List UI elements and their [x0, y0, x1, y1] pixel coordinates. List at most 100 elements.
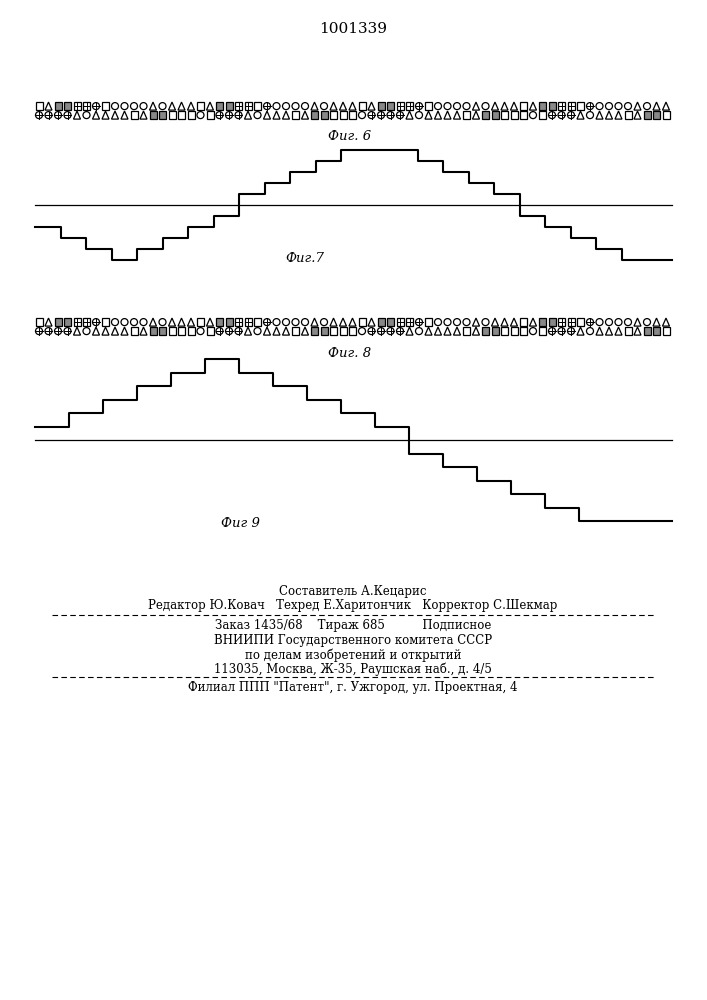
Bar — [311, 111, 318, 119]
Bar — [83, 102, 90, 110]
Text: Фиг 9: Фиг 9 — [221, 517, 259, 530]
Bar — [54, 318, 62, 326]
Bar — [349, 111, 356, 119]
Bar — [501, 111, 508, 119]
Bar — [216, 318, 223, 326]
Bar — [558, 318, 565, 326]
Bar — [187, 327, 194, 335]
Bar — [643, 327, 650, 335]
Text: Составитель А.Кецарис: Составитель А.Кецарис — [279, 585, 427, 598]
Text: 1001339: 1001339 — [319, 22, 387, 36]
Bar — [558, 102, 565, 110]
Bar — [520, 102, 527, 110]
Bar — [397, 102, 404, 110]
Bar — [339, 327, 346, 335]
Bar — [425, 318, 432, 326]
Bar — [292, 327, 299, 335]
Bar — [64, 102, 71, 110]
Bar — [425, 102, 432, 110]
Bar — [577, 318, 584, 326]
Bar — [35, 318, 42, 326]
Bar — [482, 111, 489, 119]
Bar — [568, 102, 575, 110]
Bar — [102, 102, 109, 110]
Bar — [406, 102, 413, 110]
Text: 113035, Москва, Ж-35, Раушская наб., д. 4/5: 113035, Москва, Ж-35, Раушская наб., д. … — [214, 663, 492, 676]
Bar — [510, 327, 518, 335]
Bar — [358, 318, 366, 326]
Bar — [349, 327, 356, 335]
Bar — [624, 327, 631, 335]
Bar — [320, 111, 327, 119]
Bar — [491, 111, 498, 119]
Bar — [653, 327, 660, 335]
Bar — [131, 111, 137, 119]
Bar — [254, 318, 261, 326]
Bar — [74, 318, 81, 326]
Bar — [178, 327, 185, 335]
Text: по делам изобретений и открытий: по делам изобретений и открытий — [245, 648, 461, 662]
Bar — [463, 111, 470, 119]
Bar — [206, 111, 214, 119]
Bar — [397, 318, 404, 326]
Bar — [197, 102, 204, 110]
Bar — [102, 318, 109, 326]
Bar — [577, 102, 584, 110]
Bar — [178, 111, 185, 119]
Bar — [245, 318, 252, 326]
Bar — [501, 327, 508, 335]
Text: Фиг. 8: Фиг. 8 — [329, 347, 372, 360]
Bar — [358, 102, 366, 110]
Bar — [539, 327, 546, 335]
Text: Фиг. 6: Фиг. 6 — [329, 130, 372, 143]
Bar — [643, 111, 650, 119]
Bar — [168, 327, 175, 335]
Text: Фиг.7: Фиг.7 — [286, 252, 325, 265]
Bar — [245, 102, 252, 110]
Bar — [653, 111, 660, 119]
Bar — [406, 318, 413, 326]
Bar — [159, 327, 166, 335]
Bar — [187, 111, 194, 119]
Bar — [463, 327, 470, 335]
Bar — [74, 102, 81, 110]
Bar — [83, 318, 90, 326]
Text: Заказ 1435/68    Тираж 685          Подписное: Заказ 1435/68 Тираж 685 Подписное — [215, 619, 491, 632]
Bar — [568, 318, 575, 326]
Bar — [292, 111, 299, 119]
Bar — [311, 327, 318, 335]
Bar — [387, 102, 394, 110]
Bar — [131, 327, 137, 335]
Bar — [159, 111, 166, 119]
Bar — [662, 327, 670, 335]
Text: ВНИИПИ Государственного комитета СССР: ВНИИПИ Государственного комитета СССР — [214, 634, 492, 647]
Bar — [482, 327, 489, 335]
Bar — [64, 318, 71, 326]
Bar — [235, 318, 242, 326]
Bar — [168, 111, 175, 119]
Bar — [197, 318, 204, 326]
Bar — [662, 111, 670, 119]
Bar — [54, 102, 62, 110]
Bar — [539, 111, 546, 119]
Bar — [510, 111, 518, 119]
Bar — [226, 318, 233, 326]
Bar — [624, 111, 631, 119]
Bar — [226, 102, 233, 110]
Bar — [206, 327, 214, 335]
Bar — [549, 318, 556, 326]
Bar — [549, 102, 556, 110]
Text: Филиал ППП "Патент", г. Ужгород, ул. Проектная, 4: Филиал ППП "Патент", г. Ужгород, ул. Про… — [188, 681, 518, 694]
Bar — [378, 102, 385, 110]
Bar — [520, 318, 527, 326]
Bar — [216, 102, 223, 110]
Bar — [520, 111, 527, 119]
Bar — [491, 327, 498, 335]
Bar — [35, 102, 42, 110]
Bar — [539, 102, 546, 110]
Bar — [339, 111, 346, 119]
Bar — [320, 327, 327, 335]
Bar — [520, 327, 527, 335]
Bar — [330, 111, 337, 119]
Bar — [254, 102, 261, 110]
